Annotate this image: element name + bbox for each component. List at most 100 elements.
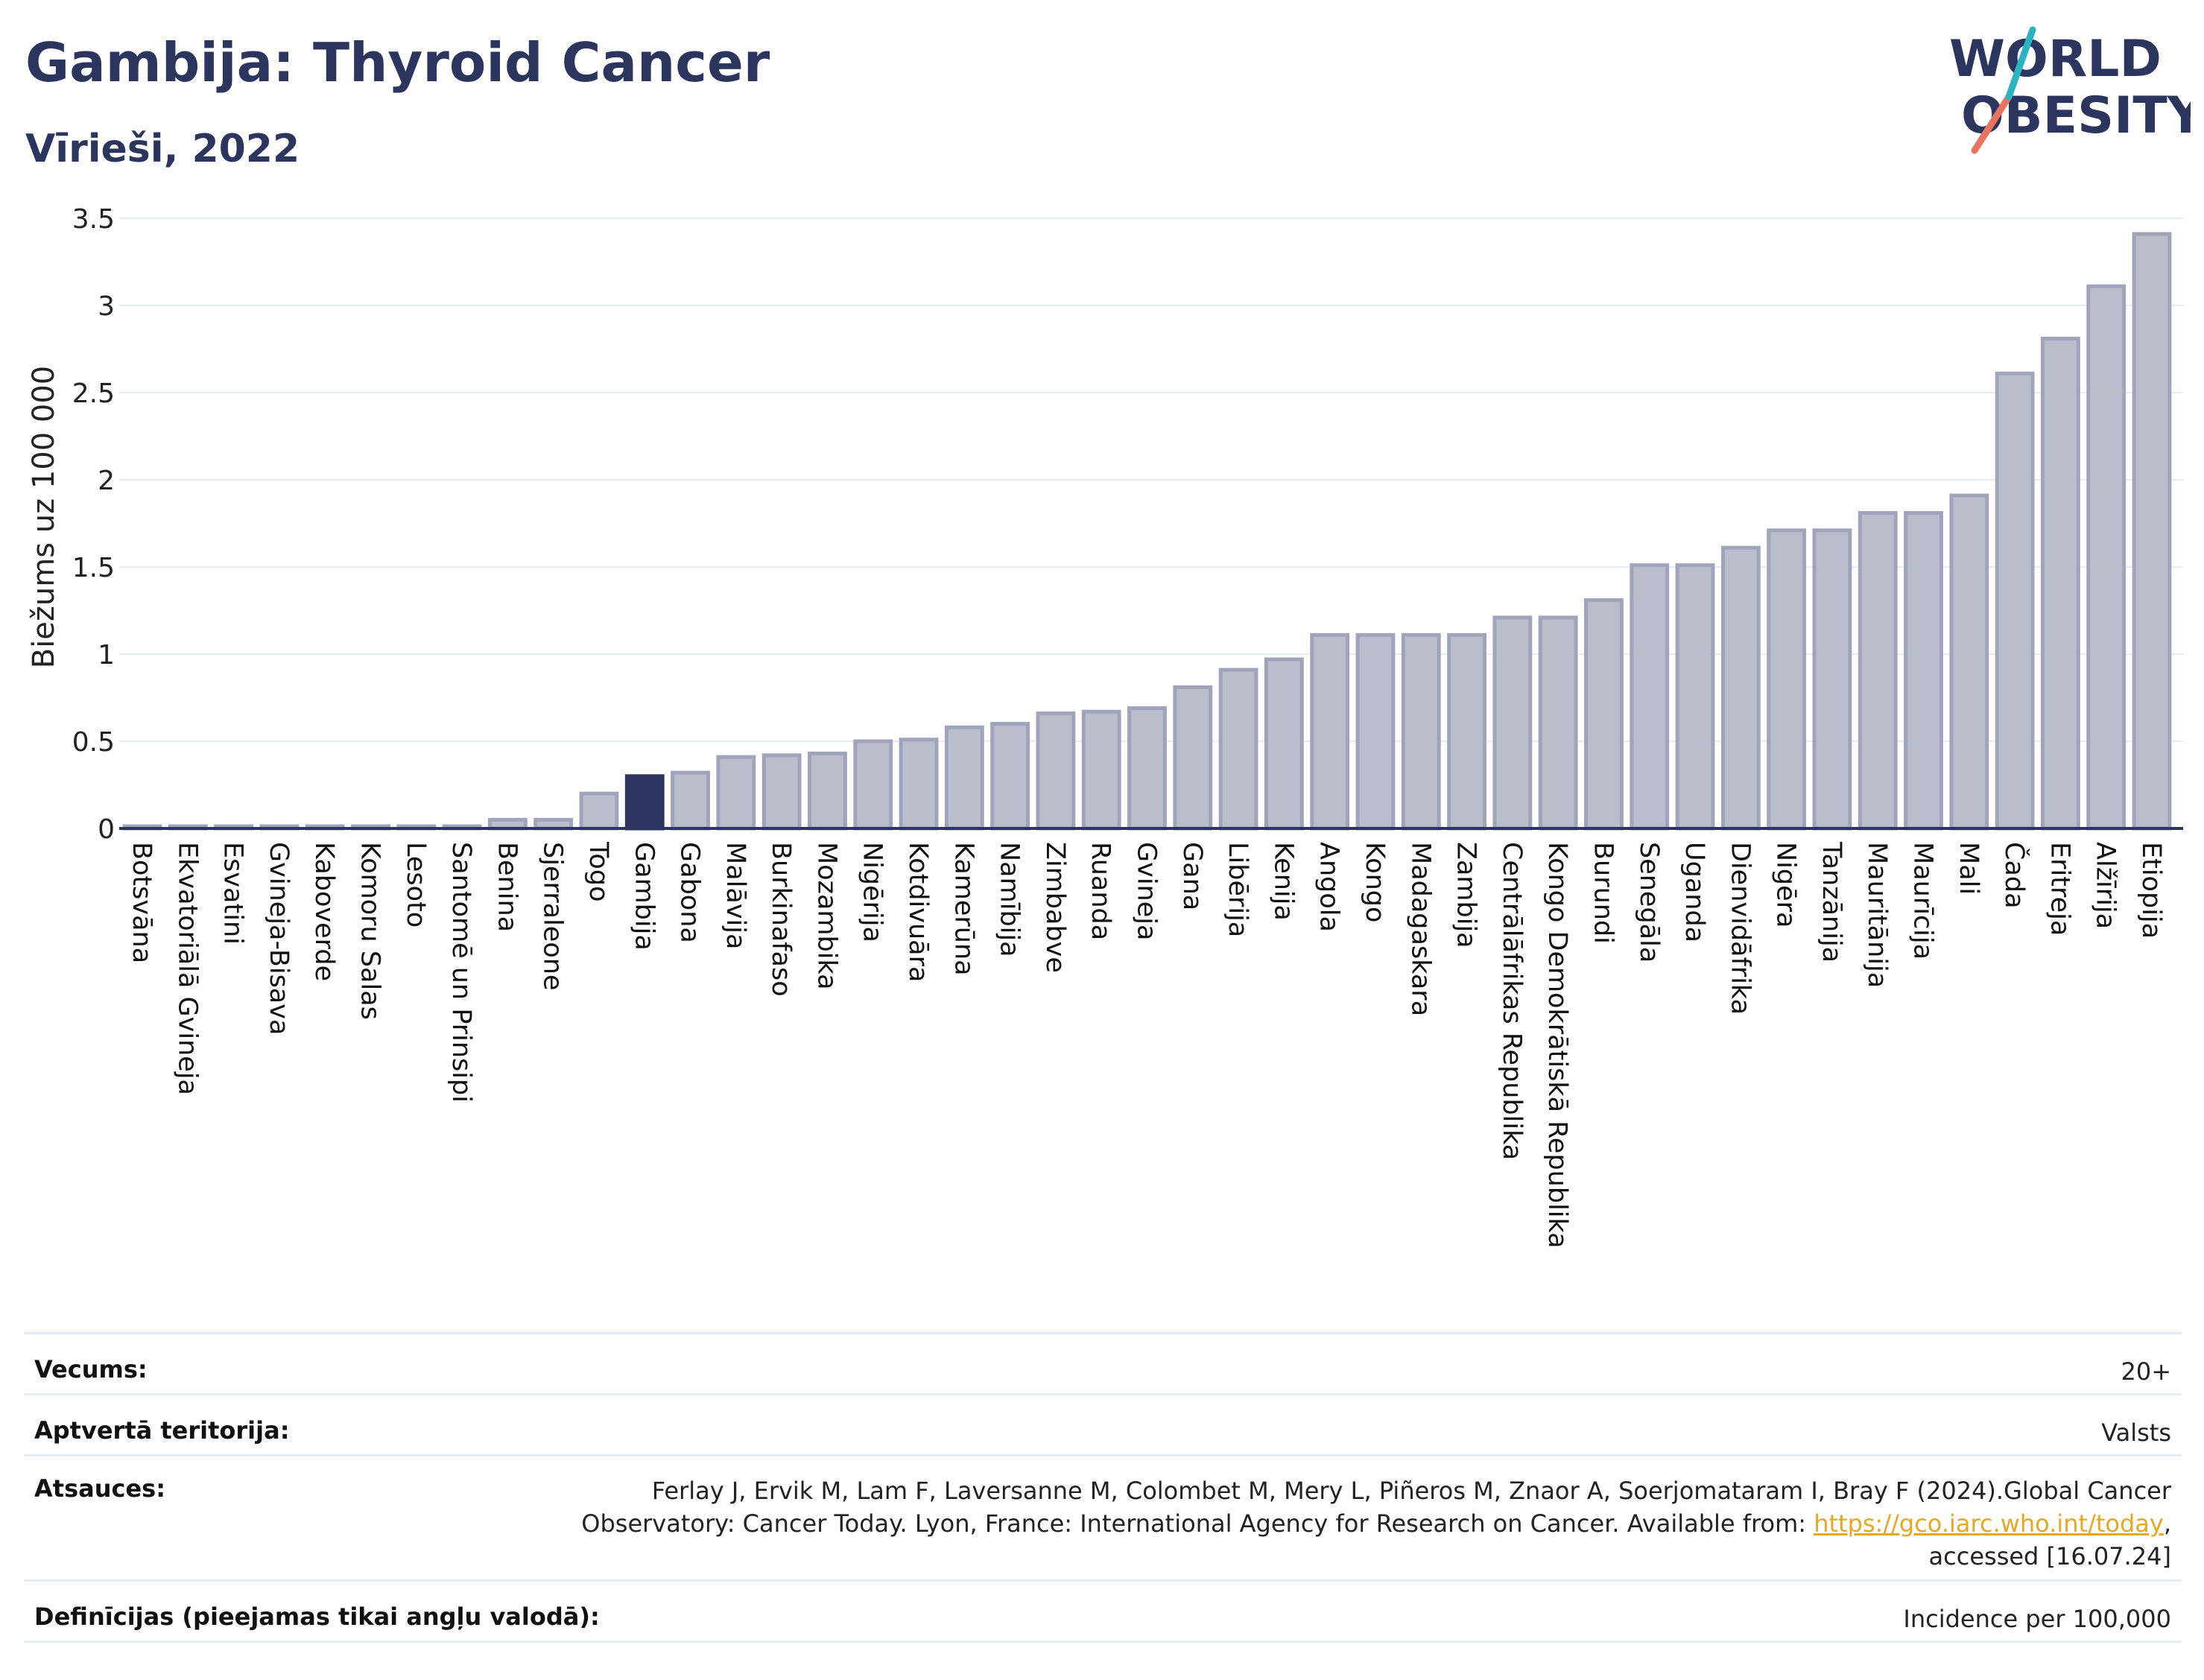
y-tick-label: 1.5 [72,553,115,583]
bar [1173,685,1213,831]
x-tick-label: Togo [583,841,613,901]
bar [2132,232,2172,831]
territory-label: Aptvertā teritorija: [34,1416,290,1445]
x-tick-label: Gvineja-Bisava [264,842,294,1035]
refs-label: Atsauces: [34,1474,165,1503]
meta-row-territory: Aptvertā teritorija: Valsts [24,1393,2182,1454]
bar [1036,711,1076,831]
bar [853,739,893,831]
bar [1355,633,1396,831]
bar [1127,706,1167,831]
chart-title: Gambija: Thyroid Cancer [25,31,770,94]
bar [1858,510,1898,831]
bar [1447,633,1486,831]
bar [899,738,939,831]
x-tick-labels: Botsvāna Ekvatoriālā Gvineja Esvatini Gvine… [127,841,2166,1249]
x-tick-label: Burkinafaso [766,842,796,997]
x-tick-label: Namībija [995,842,1025,957]
bar [808,751,847,831]
x-tick-label: Komoru Salas [355,842,384,1020]
logo-slash-red [1971,93,2013,154]
x-tick-label: Mauritānija [1862,842,1892,988]
x-tick-label: Santomē un Prinsipi [446,842,476,1103]
x-tick-label: Kenija [1268,842,1298,921]
age-label: Vecums: [34,1355,148,1383]
y-tick-labels: 0 0.5 1 1.5 2 2.5 3 3.5 [72,204,115,845]
x-tick-label: Gvineja [1132,842,1162,940]
bar [1218,668,1258,831]
definitions-label: Definīcijas (pieejamas tikai angļu valod… [34,1603,600,1631]
x-tick-label: Burundi [1588,842,1618,944]
bar [944,725,984,831]
territory-value: Valsts [2101,1419,2171,1447]
x-tick-label: Libērija [1223,842,1253,937]
y-tick-label: 2 [98,466,115,496]
x-tick-label: Esvatini [218,842,248,945]
y-axis-label: Biežums uz 100 000 [27,366,61,669]
x-tick-label: Dienvidāfrika [1725,842,1755,1015]
x-tick-label: Gambija [629,842,659,951]
bar [1675,563,1715,831]
x-tick-label: Nigēra [1771,842,1801,928]
meta-row-references: Atsauces: Ferlay J, Ervik M, Lam F, Lave… [24,1454,2182,1579]
world-obesity-logo: WORLD OBESITY [1949,26,2191,154]
age-value: 20+ [2121,1357,2171,1386]
x-tick-label: Ruanda [1086,842,1115,940]
y-tick-label: 3.5 [72,204,115,235]
bar [1949,493,1989,831]
definitions-value: Incidence per 100,000 [1903,1605,2171,1633]
bar [671,770,710,831]
logo-line1: WORLD [1949,30,2162,89]
x-tick-label: Sjerraleone [538,842,568,990]
bar [1310,633,1350,831]
x-tick-label: Madagaskara [1405,842,1435,1016]
x-tick-label: Senegāla [1634,842,1664,963]
x-tick-label: Botsvāna [127,842,156,963]
x-tick-label: Gana [1177,842,1207,910]
x-tick-label: Kongo Demokrātiskā Republika [1542,842,1572,1249]
x-tick-label: Malāvija [721,842,750,949]
refs-line3: accessed [16.07.24] [1928,1542,2171,1570]
y-tick-label: 0 [98,814,115,845]
meta-bottom-border [24,1641,2182,1643]
x-tick-label: Tanzānija [1817,841,1846,963]
bar [1081,709,1121,831]
refs-link[interactable]: https://gco.iarc.who.int/today [1814,1509,2164,1538]
bars [122,232,2172,831]
bar [1264,657,1304,831]
x-tick-label: Kaboverde [309,842,339,981]
y-tick-label: 1 [98,640,115,671]
x-tick-label: Maurīcija [1908,842,1938,960]
x-tick-label: Centrālāfrikas Republika [1497,842,1527,1160]
bar [716,755,756,831]
y-tick-label: 3 [98,291,115,322]
x-tick-label: Kamerūna [949,842,978,976]
x-tick-label: Eritreja [2045,842,2074,936]
bar [579,791,619,831]
refs-line2: Observatory: Cancer Today. Lyon, France:… [581,1509,1814,1538]
bar [761,753,802,831]
x-tick-label: Uganda [1679,842,1709,942]
bar [1904,510,1943,831]
bar [1538,615,1578,831]
refs-line1: Ferlay J, Ervik M, Lam F, Laversanne M, … [651,1477,2171,1505]
refs-value: Ferlay J, Ervik M, Lam F, Laversanne M, … [581,1477,2171,1570]
x-tick-label: Benina [492,842,522,932]
bar [1812,528,1852,831]
meta-row-age: Vecums: 20+ [24,1332,2182,1393]
bar [1492,615,1533,831]
x-tick-label: Nigērija [858,842,887,942]
x-tick-label: Zambija [1451,842,1481,948]
chart-subtitle: Vīrieši, 2022 [25,127,300,171]
meta-row-definitions: Definīcijas (pieejamas tikai angļu valod… [24,1579,2182,1641]
x-tick-label: Kotdivuāra [903,842,933,982]
x-tick-label: Alžīrija [2091,842,2121,929]
y-tick-label: 2.5 [72,378,115,409]
x-tick-label: Zimbabve [1040,842,1070,973]
x-tick-label: Mali [1954,842,1983,895]
x-tick-label: Mozambika [811,842,841,990]
bar-chart: 0 0.5 1 1.5 2 2.5 3 3.5 Botsvāna Ekvatoriālā Gvi… [27,204,2183,1249]
bar [1401,633,1441,831]
bar [2086,284,2127,831]
bar [2041,336,2080,831]
